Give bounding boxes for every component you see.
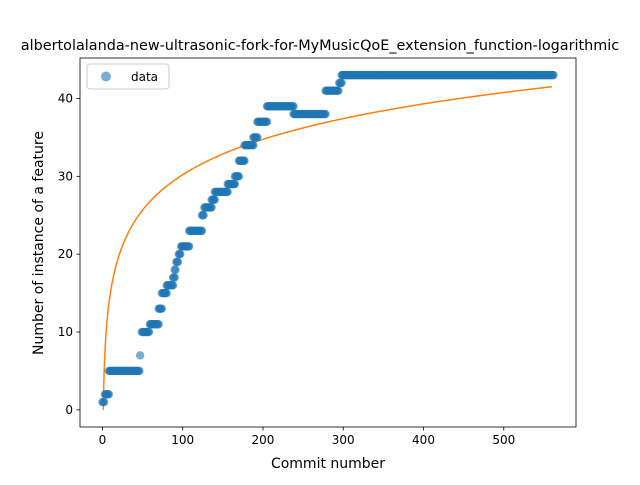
fit-layer bbox=[102, 85, 553, 410]
data-point bbox=[230, 179, 240, 189]
x-tick-label: 400 bbox=[412, 433, 435, 447]
x-tick-label: 300 bbox=[332, 433, 355, 447]
data-point bbox=[135, 351, 145, 360]
data-point bbox=[321, 109, 330, 119]
y-axis-label: Number of instance of a feature bbox=[31, 131, 47, 355]
y-tick-label: 10 bbox=[58, 325, 73, 339]
legend-marker-data bbox=[101, 71, 111, 82]
x-tick-label: 200 bbox=[252, 433, 275, 447]
data-point bbox=[154, 320, 163, 329]
data-point bbox=[173, 257, 183, 267]
x-axis-ticks: 0 100 200 300 400 500 bbox=[99, 427, 515, 447]
legend-box bbox=[86, 63, 170, 90]
x-axis-label: Commit number bbox=[271, 456, 385, 472]
data-point bbox=[170, 273, 179, 282]
data-point bbox=[184, 242, 194, 251]
x-tick-label: 0 bbox=[99, 433, 107, 447]
data-point bbox=[549, 70, 558, 80]
legend: data bbox=[86, 63, 170, 90]
data-point bbox=[234, 172, 244, 181]
legend-label-data: data bbox=[131, 70, 158, 84]
y-tick-label: 0 bbox=[65, 403, 73, 417]
data-point bbox=[157, 304, 167, 313]
data-point bbox=[334, 86, 343, 95]
data-point bbox=[168, 281, 178, 290]
data-point bbox=[262, 117, 272, 127]
data-point bbox=[249, 140, 258, 150]
data-point bbox=[289, 102, 298, 111]
data-point bbox=[176, 249, 185, 259]
data-point bbox=[223, 187, 232, 197]
plot-frame bbox=[79, 57, 577, 428]
data-point bbox=[104, 390, 114, 399]
x-tick-label: 500 bbox=[492, 433, 515, 447]
y-tick-label: 40 bbox=[58, 91, 73, 105]
data-point bbox=[135, 366, 144, 376]
chart-title: albertolalanda-new-ultrasonic-fork-for-M… bbox=[21, 38, 619, 54]
data-point bbox=[253, 133, 262, 142]
y-tick-label: 30 bbox=[58, 169, 73, 183]
data-point bbox=[144, 327, 154, 337]
data-point bbox=[207, 203, 216, 212]
data-point bbox=[210, 195, 220, 204]
data-point bbox=[199, 211, 208, 220]
data-point bbox=[337, 78, 346, 88]
data-point bbox=[162, 288, 171, 298]
data-point bbox=[171, 265, 180, 274]
points-layer bbox=[98, 70, 558, 407]
data-point bbox=[197, 226, 207, 236]
y-tick-label: 20 bbox=[58, 247, 73, 261]
data-point bbox=[240, 156, 249, 165]
y-axis-ticks: 0 10 20 30 40 bbox=[58, 91, 80, 417]
x-tick-label: 100 bbox=[171, 433, 194, 447]
data-point bbox=[99, 397, 109, 407]
fit-line bbox=[102, 85, 553, 410]
